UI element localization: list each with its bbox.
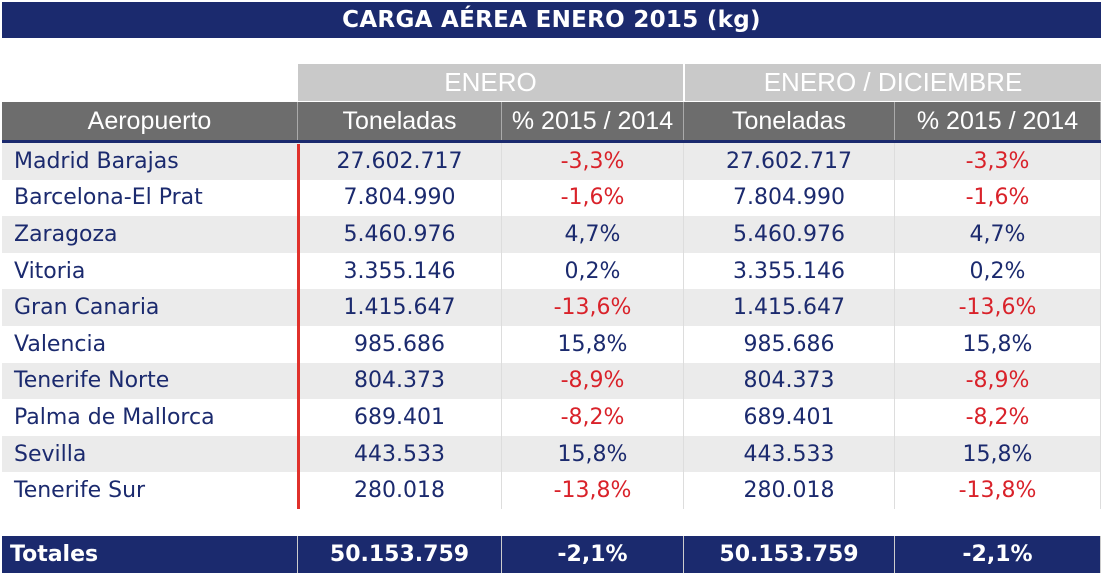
cell-toneladas-enero: 7.804.990 <box>298 179 502 217</box>
cell-toneladas-acum: 280.018 <box>684 472 895 509</box>
group-header-enero-diciembre: ENERO / DICIEMBRE <box>685 64 1101 101</box>
header-toneladas-enero: Toneladas <box>298 102 502 140</box>
cell-toneladas-enero: 27.602.717 <box>298 143 502 180</box>
table-row: Tenerife Sur 280.018 -13,8% 280.018 -13,8% <box>2 472 1101 509</box>
header-pct-enero: % 2015 / 2014 <box>502 102 684 140</box>
cell-toneladas-enero: 280.018 <box>298 472 502 509</box>
totals-pct-acum: -2,1% <box>895 536 1101 573</box>
header-aeropuerto: Aeropuerto <box>2 102 298 140</box>
cell-airport: Tenerife Norte <box>14 368 170 394</box>
table-row: Tenerife Norte 804.373 -8,9% 804.373 -8,9% <box>2 362 1101 400</box>
cell-airport: Palma de Mallorca <box>14 404 215 430</box>
table-row: Vitoria 3.355.146 0,2% 3.355.146 0,2% <box>2 252 1101 290</box>
cell-pct-acum: -3,3% <box>895 143 1101 180</box>
cell-airport: Valencia <box>14 331 107 357</box>
cell-pct-enero: 4,7% <box>502 216 684 253</box>
cell-pct-acum: 15,8% <box>895 325 1101 363</box>
cell-toneladas-acum: 5.460.976 <box>684 216 895 253</box>
cell-pct-acum: -8,2% <box>895 399 1101 436</box>
cell-toneladas-enero: 804.373 <box>298 362 502 400</box>
cell-airport: Gran Canaria <box>14 295 160 321</box>
cell-toneladas-acum: 27.602.717 <box>684 143 895 180</box>
cell-airport: Barcelona-El Prat <box>14 185 203 211</box>
table-title: CARGA AÉREA ENERO 2015 (kg) <box>2 2 1101 38</box>
cell-airport: Tenerife Sur <box>14 478 146 504</box>
cell-toneladas-acum: 7.804.990 <box>684 179 895 217</box>
cell-pct-enero: 0,2% <box>502 252 684 290</box>
cell-toneladas-acum: 1.415.647 <box>684 289 895 326</box>
table-row: Palma de Mallorca 689.401 -8,2% 689.401 -8,2… <box>2 399 1101 436</box>
table-row: Sevilla 443.533 15,8% 443.533 15,8% <box>2 435 1101 473</box>
cell-toneladas-acum: 804.373 <box>684 362 895 400</box>
cell-toneladas-enero: 985.686 <box>298 325 502 363</box>
table-row: Valencia 985.686 15,8% 985.686 15,8% <box>2 325 1101 363</box>
cell-pct-enero: -13,8% <box>502 472 684 509</box>
cell-pct-acum: 15,8% <box>895 435 1101 473</box>
cell-pct-acum: -13,6% <box>895 289 1101 326</box>
cell-toneladas-enero: 3.355.146 <box>298 252 502 290</box>
table-row: Madrid Barajas 27.602.717 -3,3% 27.602.717-… <box>2 143 1101 180</box>
cell-airport: Vitoria <box>14 258 86 284</box>
header-toneladas-acum: Toneladas <box>684 102 895 140</box>
cell-pct-acum: -8,9% <box>895 362 1101 400</box>
totals-label: Totales <box>2 536 298 573</box>
cell-pct-enero: -3,3% <box>502 143 684 180</box>
table-body: Madrid Barajas 27.602.717 -3,3% 27.602.717-… <box>2 143 1101 509</box>
totals-toneladas-enero: 50.153.759 <box>298 536 502 573</box>
cell-airport: Sevilla <box>14 441 87 467</box>
cell-pct-acum: 0,2% <box>895 252 1101 290</box>
cell-pct-enero: -8,2% <box>502 399 684 436</box>
cell-pct-enero: -13,6% <box>502 289 684 326</box>
cell-pct-acum: -13,8% <box>895 472 1101 509</box>
table-row: Barcelona-El Prat 7.804.990 -1,6% 7.804.990… <box>2 179 1101 217</box>
cell-toneladas-enero: 1.415.647 <box>298 289 502 326</box>
cell-toneladas-acum: 443.533 <box>684 435 895 473</box>
cell-toneladas-enero: 5.460.976 <box>298 216 502 253</box>
cell-toneladas-acum: 689.401 <box>684 399 895 436</box>
totals-row: Totales 50.153.759 -2,1% 50.153.759 -2,1… <box>2 536 1101 573</box>
totals-pct-enero: -2,1% <box>502 536 684 573</box>
cell-airport: Zaragoza <box>14 221 118 247</box>
table-row: Gran Canaria 1.415.647 -13,6% 1.415.647 -13,… <box>2 289 1101 326</box>
cell-toneladas-enero: 443.533 <box>298 435 502 473</box>
cell-pct-enero: -8,9% <box>502 362 684 400</box>
divider-line <box>297 144 300 509</box>
cell-pct-enero: 15,8% <box>502 435 684 473</box>
table-row: Zaragoza 5.460.976 4,7% 5.460.976 4,7% <box>2 216 1101 253</box>
cell-toneladas-acum: 3.355.146 <box>684 252 895 290</box>
cell-toneladas-enero: 689.401 <box>298 399 502 436</box>
cell-pct-enero: -1,6% <box>502 179 684 217</box>
cell-pct-enero: 15,8% <box>502 325 684 363</box>
column-header-row: Aeropuerto Toneladas % 2015 / 2014 Tonel… <box>2 102 1101 143</box>
cell-airport: Madrid Barajas <box>14 148 179 174</box>
header-pct-acum: % 2015 / 2014 <box>895 102 1101 140</box>
totals-toneladas-acum: 50.153.759 <box>684 536 895 573</box>
cell-pct-acum: -1,6% <box>895 179 1101 217</box>
cell-pct-acum: 4,7% <box>895 216 1101 253</box>
cell-toneladas-acum: 985.686 <box>684 325 895 363</box>
group-header-enero: ENERO <box>298 64 683 101</box>
